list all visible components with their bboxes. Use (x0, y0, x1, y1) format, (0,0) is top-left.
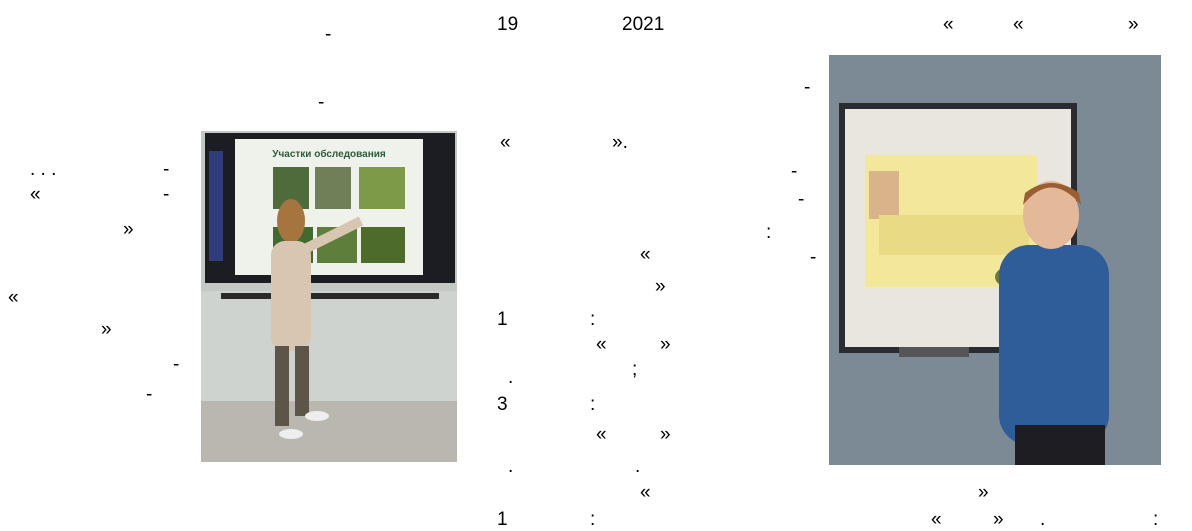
text-fragment: » (655, 276, 666, 297)
text-fragment: - (810, 247, 817, 268)
text-fragment: - (325, 24, 332, 45)
text-fragment: : (1153, 509, 1159, 530)
text-fragment: » (978, 482, 989, 503)
text-fragment: - (318, 92, 325, 113)
text-fragment: - (173, 354, 180, 375)
text-fragment: ». (612, 132, 628, 153)
text-fragment: « (596, 424, 607, 445)
text-fragment: . (508, 456, 514, 477)
text-fragment: : (766, 222, 772, 243)
photo-left: Участки обследования (201, 131, 457, 462)
text-fragment: - (163, 184, 170, 205)
text-fragment: 1 (497, 509, 508, 530)
text-fragment: - (791, 161, 798, 182)
text-fragment: : (590, 309, 596, 330)
text-fragment: 3 (497, 394, 508, 415)
text-fragment: : (590, 509, 596, 530)
text-fragment: . (1040, 509, 1046, 530)
text-fragment: - (798, 189, 805, 210)
text-fragment: « (8, 287, 19, 308)
text-fragment: » (101, 319, 112, 340)
text-fragment: - (804, 77, 811, 98)
text-fragment: . (635, 456, 641, 477)
text-fragment: « (1013, 14, 1024, 35)
text-fragment: ; (632, 359, 638, 380)
text-fragment: » (1128, 14, 1139, 35)
text-fragment: « (30, 184, 41, 205)
text-fragment: » (660, 334, 671, 355)
text-fragment: « (943, 14, 954, 35)
text-fragment: 19 (497, 14, 519, 35)
text-fragment: » (660, 424, 671, 445)
text-fragment: - (163, 159, 170, 180)
text-fragment: 2021 (622, 14, 665, 35)
text-fragment: : (590, 394, 596, 415)
text-fragment: 1 (497, 309, 508, 330)
text-fragment: » (993, 509, 1004, 530)
text-fragment: « (500, 132, 511, 153)
text-fragment: « (596, 334, 607, 355)
text-fragment: » (123, 219, 134, 240)
text-fragment: « (931, 509, 942, 530)
text-fragment: . (508, 367, 514, 388)
text-fragment: - (146, 384, 153, 405)
text-fragment: « (640, 482, 651, 503)
photo-right (829, 55, 1161, 465)
slide-title: Участки обследования (272, 148, 386, 160)
text-fragment: « (640, 244, 651, 265)
text-fragment: . . . (30, 159, 57, 180)
